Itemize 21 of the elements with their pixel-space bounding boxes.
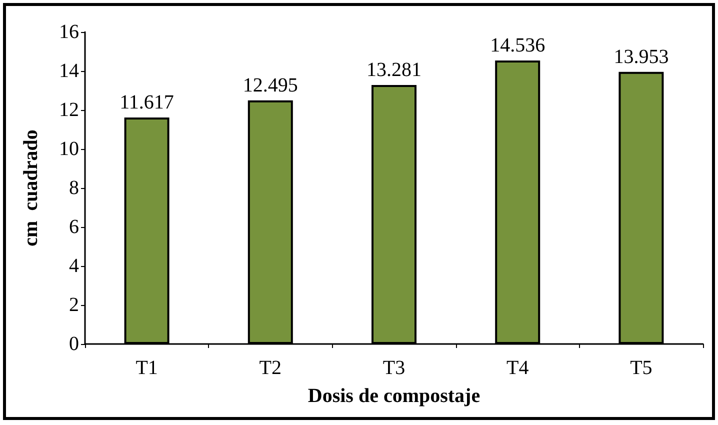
data-label: 13.281: [366, 59, 422, 82]
y-axis-title: cm cuadrado: [20, 130, 42, 246]
data-label: 14.536: [490, 34, 546, 57]
y-tick-label: 0: [69, 333, 79, 355]
x-tick-label: T1: [136, 357, 158, 379]
x-tick-label: T4: [506, 357, 529, 379]
y-tick-label: 16: [59, 21, 79, 43]
y-tick-label: 12: [59, 99, 79, 121]
x-tick-label: T2: [259, 357, 282, 379]
x-tick-label: T3: [382, 357, 406, 379]
x-axis-title: Dosis de compostaje: [308, 385, 480, 407]
data-label: 11.617: [120, 91, 174, 114]
y-tick-label: 8: [69, 177, 79, 199]
y-tick-label: 4: [69, 255, 79, 277]
data-label: 13.953: [614, 46, 669, 68]
data-label: 12.495: [242, 74, 298, 96]
y-tick-label: 6: [69, 216, 79, 238]
x-tick-label: T5: [630, 357, 652, 379]
y-tick-label: 14: [59, 60, 79, 82]
y-tick-label: 10: [59, 138, 79, 160]
y-tick-label: 2: [69, 294, 79, 316]
